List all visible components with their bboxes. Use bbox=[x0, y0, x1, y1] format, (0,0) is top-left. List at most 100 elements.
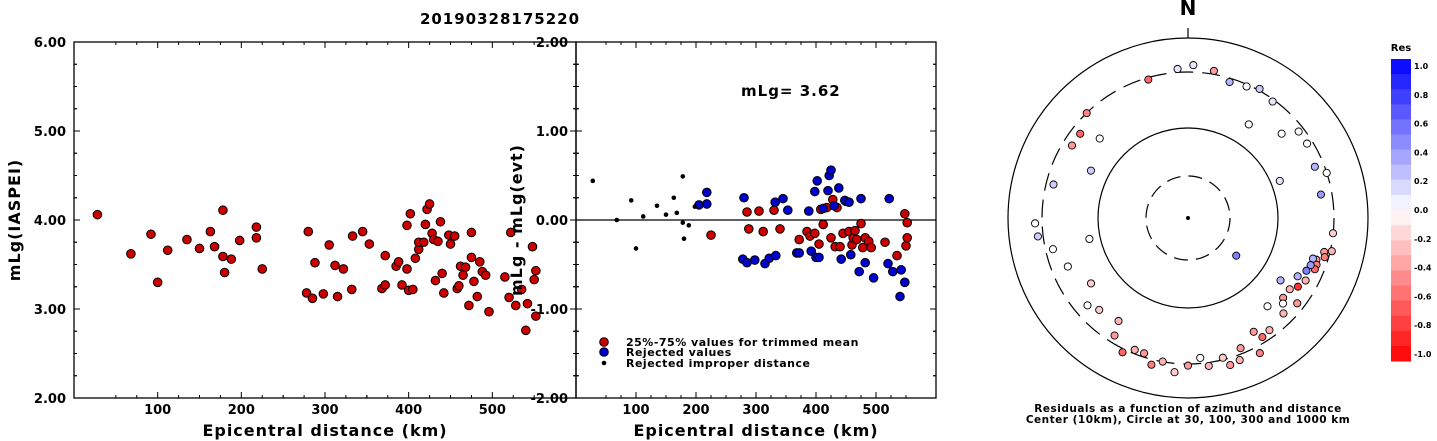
station-residual-point bbox=[1249, 327, 1258, 336]
x-tick-label: 500 bbox=[862, 403, 889, 418]
station-residual-point bbox=[1031, 219, 1040, 228]
station-residual-point bbox=[1067, 141, 1077, 150]
station-residual-point bbox=[1063, 262, 1072, 271]
station-residual-point bbox=[1302, 266, 1311, 275]
y-tick-label: 2.00 bbox=[536, 36, 568, 51]
data-point bbox=[868, 273, 879, 283]
station-residual-point bbox=[1293, 272, 1302, 281]
data-point bbox=[769, 205, 779, 216]
data-point bbox=[469, 276, 479, 287]
station-residual-point bbox=[1242, 82, 1251, 91]
station-residual-point bbox=[1236, 344, 1245, 353]
data-point bbox=[742, 257, 752, 268]
data-point bbox=[884, 193, 895, 204]
colorbar-tick-label: -0.4 bbox=[1414, 264, 1432, 273]
legend-marker bbox=[599, 337, 609, 347]
data-point bbox=[332, 291, 343, 302]
data-point bbox=[449, 231, 460, 241]
colorbar-segment bbox=[1391, 164, 1411, 181]
station-residual-point bbox=[1086, 279, 1096, 288]
data-point bbox=[257, 264, 268, 274]
data-point bbox=[430, 275, 441, 286]
data-point bbox=[681, 236, 687, 241]
data-point bbox=[402, 220, 412, 231]
station-residual-point bbox=[1189, 61, 1198, 70]
station-residual-point bbox=[1263, 302, 1272, 311]
data-point bbox=[844, 197, 854, 207]
data-point bbox=[846, 249, 856, 260]
colorbar-segment bbox=[1391, 59, 1411, 75]
data-point bbox=[754, 206, 764, 216]
data-point bbox=[357, 226, 368, 237]
data-point bbox=[883, 258, 893, 269]
station-residual-point bbox=[1306, 261, 1315, 270]
y-tick-label: 6.00 bbox=[34, 36, 66, 51]
data-point bbox=[823, 185, 833, 196]
data-point bbox=[633, 246, 639, 251]
data-point bbox=[702, 187, 712, 198]
data-point bbox=[680, 174, 686, 179]
north-label: N bbox=[1180, 0, 1197, 20]
station-residual-point bbox=[1303, 139, 1312, 148]
station-residual-point bbox=[1095, 305, 1104, 314]
data-point bbox=[531, 311, 541, 321]
station-residual-point bbox=[1235, 356, 1244, 365]
data-point bbox=[829, 200, 839, 211]
colorbar-segment bbox=[1391, 330, 1411, 347]
data-point bbox=[812, 176, 823, 186]
station-residual-point bbox=[1118, 348, 1127, 357]
data-point bbox=[654, 203, 660, 209]
data-point bbox=[466, 252, 477, 263]
station-residual-point bbox=[1144, 75, 1153, 84]
data-point bbox=[783, 205, 793, 216]
data-point bbox=[397, 280, 407, 290]
data-point bbox=[758, 226, 769, 237]
data-point bbox=[474, 257, 485, 267]
data-point bbox=[742, 207, 752, 217]
data-point bbox=[590, 178, 596, 184]
y-axis-label: mLg - mLg(evt) bbox=[507, 144, 526, 296]
station-residual-point bbox=[1293, 299, 1302, 308]
data-point bbox=[435, 216, 446, 227]
station-residual-point bbox=[1293, 282, 1302, 291]
colorbar-tick-label: -0.6 bbox=[1414, 292, 1432, 301]
data-point bbox=[218, 251, 228, 262]
data-point bbox=[418, 237, 429, 248]
data-point bbox=[901, 241, 911, 251]
data-point bbox=[628, 198, 634, 203]
data-point bbox=[146, 229, 156, 240]
polar-caption-line-1: Residuals as a function of azimuth and d… bbox=[1034, 403, 1341, 415]
data-point bbox=[338, 264, 349, 274]
colorbar-segment bbox=[1391, 179, 1411, 196]
data-point bbox=[702, 199, 712, 209]
data-point bbox=[826, 233, 836, 243]
data-point bbox=[775, 224, 785, 234]
data-point bbox=[318, 289, 329, 299]
y-tick-label: 4.00 bbox=[34, 214, 66, 229]
data-point bbox=[814, 252, 824, 263]
data-point bbox=[810, 228, 820, 239]
data-point bbox=[900, 208, 910, 219]
data-point bbox=[902, 233, 913, 243]
data-point bbox=[454, 281, 464, 291]
data-point bbox=[892, 250, 902, 261]
data-point bbox=[510, 300, 521, 311]
data-point bbox=[770, 197, 781, 207]
data-point bbox=[303, 226, 314, 237]
station-residual-point bbox=[1158, 357, 1167, 366]
figure-title: 20190328175220 bbox=[420, 10, 580, 28]
data-point bbox=[835, 241, 845, 252]
data-point bbox=[750, 255, 760, 265]
data-point bbox=[310, 257, 320, 268]
station-residual-point bbox=[1255, 84, 1264, 93]
data-point bbox=[505, 227, 516, 238]
colorbar-segment bbox=[1391, 270, 1411, 286]
x-tick-label: 400 bbox=[802, 403, 829, 418]
data-point bbox=[458, 270, 468, 280]
data-point bbox=[402, 264, 412, 274]
station-residual-point bbox=[1130, 345, 1139, 354]
legend-marker bbox=[599, 347, 609, 357]
data-point bbox=[794, 234, 805, 245]
